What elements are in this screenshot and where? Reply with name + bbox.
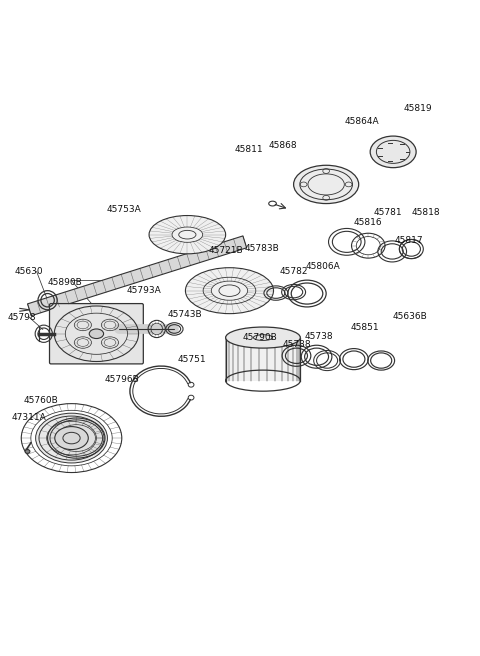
- Polygon shape: [27, 236, 247, 316]
- Text: 45743B: 45743B: [167, 310, 202, 319]
- Text: 45790B: 45790B: [242, 333, 277, 342]
- Ellipse shape: [370, 136, 416, 168]
- Text: 45721B: 45721B: [209, 246, 243, 255]
- Text: 45760B: 45760B: [24, 396, 59, 405]
- Text: 45738: 45738: [305, 332, 333, 341]
- Ellipse shape: [36, 413, 108, 463]
- Text: 45636B: 45636B: [392, 312, 427, 321]
- Text: 45751: 45751: [178, 355, 206, 363]
- Text: 45851: 45851: [351, 323, 380, 331]
- Text: 45811: 45811: [234, 146, 263, 154]
- Ellipse shape: [185, 268, 274, 314]
- Text: 45868: 45868: [269, 140, 297, 150]
- Ellipse shape: [226, 327, 300, 348]
- FancyBboxPatch shape: [49, 304, 144, 364]
- Text: 45753A: 45753A: [107, 205, 142, 214]
- Text: 45890B: 45890B: [48, 278, 83, 287]
- Ellipse shape: [294, 165, 359, 203]
- Text: 45864A: 45864A: [344, 117, 379, 126]
- Text: 45793A: 45793A: [126, 286, 161, 295]
- Text: 45798: 45798: [8, 313, 36, 322]
- Text: 45819: 45819: [404, 104, 432, 113]
- Text: 45738: 45738: [282, 340, 311, 349]
- Ellipse shape: [25, 449, 30, 453]
- Text: 45781: 45781: [374, 208, 403, 216]
- Ellipse shape: [149, 216, 226, 254]
- Ellipse shape: [48, 418, 105, 458]
- Text: 45817: 45817: [394, 236, 423, 245]
- Text: 47311A: 47311A: [11, 413, 46, 422]
- Ellipse shape: [55, 426, 88, 449]
- Polygon shape: [226, 338, 300, 380]
- Ellipse shape: [89, 329, 104, 338]
- Text: 45796B: 45796B: [105, 375, 140, 384]
- Text: 45806A: 45806A: [306, 262, 341, 271]
- Text: 45783B: 45783B: [245, 243, 279, 253]
- Text: 45818: 45818: [411, 208, 440, 216]
- Text: 45630: 45630: [14, 267, 43, 276]
- Text: 45782: 45782: [279, 267, 308, 276]
- Text: 45816: 45816: [354, 218, 383, 227]
